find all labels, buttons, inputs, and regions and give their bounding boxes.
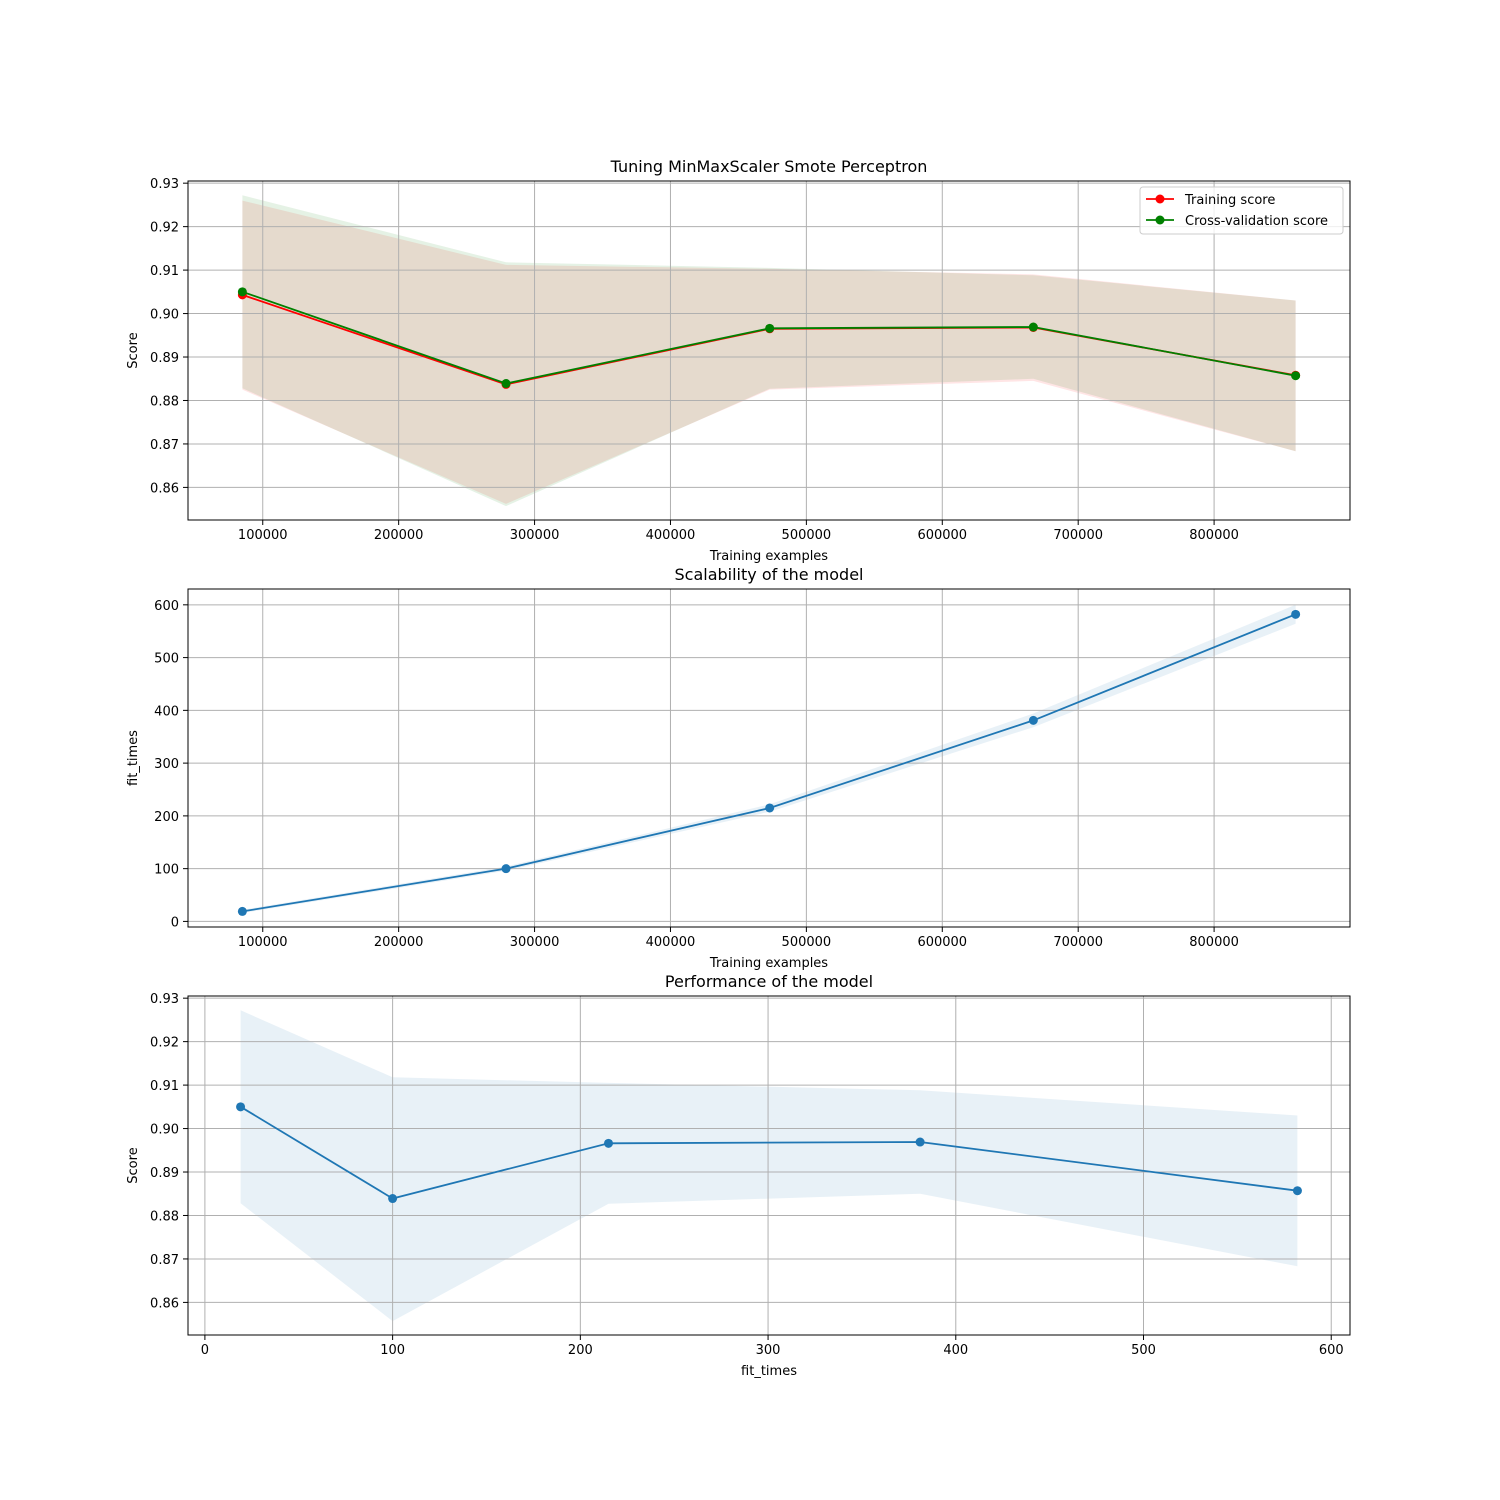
series-1-point bbox=[1291, 609, 1301, 619]
series-1-point bbox=[915, 1137, 925, 1147]
x-tick-label: 700000 bbox=[1053, 935, 1103, 950]
x-tick-label: 500000 bbox=[782, 528, 832, 543]
y-axis-label: Score bbox=[126, 1147, 141, 1183]
y-tick-label: 0.86 bbox=[150, 1296, 179, 1311]
y-tick-label: 0.87 bbox=[150, 438, 179, 453]
series-2-point bbox=[1028, 322, 1038, 332]
series-1-point bbox=[603, 1138, 613, 1148]
legend: Training score Cross-validation score bbox=[1139, 186, 1344, 235]
legend-marker-2 bbox=[1155, 215, 1165, 225]
x-axis-label: Training examples bbox=[709, 956, 828, 971]
x-axis-label: Training examples bbox=[709, 549, 828, 564]
x-tick-label: 600000 bbox=[917, 528, 967, 543]
y-tick-label: 0.89 bbox=[150, 351, 179, 366]
series-2-point bbox=[237, 287, 247, 297]
y-tick-label: 600 bbox=[154, 599, 179, 614]
y-tick-label: 0.91 bbox=[150, 1079, 179, 1094]
y-tick-label: 0.90 bbox=[150, 1123, 179, 1138]
x-tick-label: 600000 bbox=[917, 935, 967, 950]
y-tick-label: 500 bbox=[154, 652, 179, 667]
x-tick-label: 300000 bbox=[510, 528, 560, 543]
y-tick-label: 0.88 bbox=[150, 394, 179, 409]
chart-title: Performance of the model bbox=[665, 972, 873, 991]
plot-area bbox=[188, 996, 1350, 1335]
chart-panel-3: 0 100 200 300 400 500 600 0.86 0.87 0.88 0.89 0.90 0… bbox=[126, 972, 1351, 1379]
plot-frame bbox=[187, 180, 1351, 521]
series-1-point bbox=[1028, 715, 1038, 725]
x-tick-label: 100000 bbox=[238, 935, 288, 950]
y-tick-label: 0.87 bbox=[150, 1253, 179, 1268]
y-tick-label: 0.89 bbox=[150, 1166, 179, 1181]
x-tick-label: 800000 bbox=[1189, 528, 1239, 543]
y-tick-label: 0 bbox=[171, 915, 179, 930]
legend-label-1: Training score bbox=[1184, 193, 1275, 208]
x-tick-label: 200000 bbox=[374, 935, 424, 950]
y-tick-label: 400 bbox=[154, 704, 179, 719]
y-tick-label: 0.93 bbox=[150, 992, 179, 1007]
x-tick-label: 0 bbox=[201, 1343, 209, 1358]
legend-box bbox=[1139, 186, 1344, 235]
y-tick-label: 300 bbox=[154, 757, 179, 772]
y-tick-label: 0.86 bbox=[150, 481, 179, 496]
chart-title: Tuning MinMaxScaler Smote Perceptron bbox=[610, 157, 928, 176]
series-1-point bbox=[1292, 1186, 1302, 1196]
x-axis-label: fit_times bbox=[741, 1364, 797, 1379]
x-tick-label: 400000 bbox=[646, 935, 696, 950]
x-tick-label: 600 bbox=[1319, 1343, 1344, 1358]
x-tick-label: 400 bbox=[943, 1343, 968, 1358]
series-2-point bbox=[501, 379, 511, 389]
chart-title: Scalability of the model bbox=[675, 565, 864, 584]
series-2-point bbox=[765, 323, 775, 333]
y-tick-label: 0.91 bbox=[150, 264, 179, 279]
series-1-point bbox=[765, 803, 775, 813]
y-tick-label: 100 bbox=[154, 863, 179, 878]
chart-panel-1: 100000 200000 300000 400000 500000 600000 7000… bbox=[126, 157, 1351, 564]
series-1-point bbox=[501, 864, 511, 874]
x-tick-label: 800000 bbox=[1189, 935, 1239, 950]
series-1-point bbox=[237, 906, 247, 916]
y-axis-label: fit_times bbox=[126, 730, 141, 786]
confidence-band-1 bbox=[240, 1010, 1298, 1322]
confidence-band-2 bbox=[242, 195, 1296, 507]
legend-label-2: Cross-validation score bbox=[1185, 214, 1328, 229]
plot-area bbox=[188, 589, 1350, 927]
x-tick-label: 100000 bbox=[238, 528, 288, 543]
x-tick-label: 700000 bbox=[1053, 528, 1103, 543]
x-tick-label: 100 bbox=[380, 1343, 405, 1358]
series-1-point bbox=[388, 1194, 398, 1204]
chart-panel-2: 100000 200000 300000 400000 500000 600000 7000… bbox=[126, 565, 1351, 971]
x-tick-label: 200 bbox=[568, 1343, 593, 1358]
x-tick-label: 400000 bbox=[646, 528, 696, 543]
x-tick-label: 300000 bbox=[510, 935, 560, 950]
x-tick-label: 500 bbox=[1131, 1343, 1156, 1358]
y-axis-label: Score bbox=[126, 332, 141, 368]
confidence-band-1 bbox=[242, 200, 1296, 504]
series-2-point bbox=[1291, 371, 1301, 381]
y-tick-label: 0.92 bbox=[150, 221, 179, 236]
series-1-point bbox=[236, 1102, 246, 1112]
y-tick-label: 0.92 bbox=[150, 1036, 179, 1051]
legend-marker-1 bbox=[1155, 194, 1165, 204]
plot-frame bbox=[187, 588, 1351, 928]
plot-frame bbox=[187, 995, 1351, 1336]
y-tick-label: 0.88 bbox=[150, 1209, 179, 1224]
x-tick-label: 200000 bbox=[374, 528, 424, 543]
x-tick-label: 300 bbox=[756, 1343, 781, 1358]
x-tick-label: 500000 bbox=[782, 935, 832, 950]
y-tick-label: 0.93 bbox=[150, 177, 179, 192]
y-tick-label: 200 bbox=[154, 810, 179, 825]
y-tick-label: 0.90 bbox=[150, 308, 179, 323]
